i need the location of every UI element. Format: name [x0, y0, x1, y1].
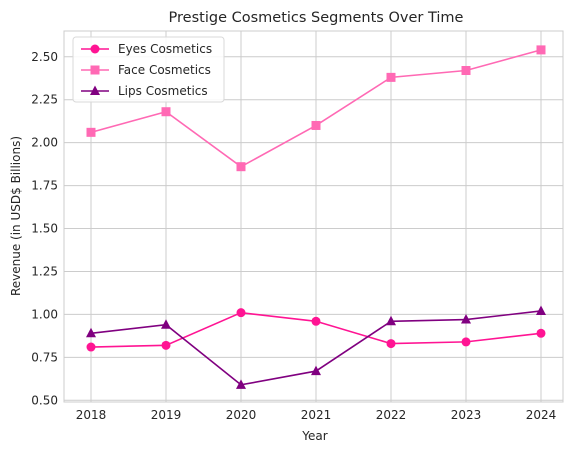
data-point-eyes-cosmetics [86, 342, 96, 352]
data-point-lips-cosmetics [386, 315, 396, 326]
y-tick-label: 0.50 [31, 393, 58, 407]
data-point-lips-cosmetics [236, 379, 246, 389]
series-eyes-cosmetics [86, 308, 546, 352]
y-tick-label: 1.00 [31, 307, 58, 321]
data-point-lips-cosmetics [536, 305, 546, 315]
legend-label-lips-cosmetics: Lips Cosmetics [118, 84, 208, 98]
legend-marker-eyes-cosmetics [90, 44, 100, 54]
series-lips-cosmetics [86, 305, 546, 389]
data-point-eyes-cosmetics [461, 337, 471, 347]
y-axis-label: Revenue (in USD$ Billions) [9, 136, 23, 296]
data-point-face-cosmetics [536, 45, 546, 55]
y-tick-label: 1.25 [31, 264, 58, 278]
x-tick-label: 2018 [76, 408, 107, 422]
data-point-face-cosmetics [461, 66, 471, 76]
data-point-face-cosmetics [311, 120, 321, 130]
plot-frame [63, 30, 564, 403]
x-tick-label: 2019 [151, 408, 182, 422]
y-tick-label: 2.25 [31, 93, 58, 107]
y-tick-label: 0.75 [31, 350, 58, 364]
data-point-lips-cosmetics [86, 327, 96, 338]
data-point-eyes-cosmetics [311, 316, 321, 326]
data-point-eyes-cosmetics [236, 308, 246, 318]
x-axis-label: Year [301, 429, 327, 443]
y-tick-label: 1.75 [31, 179, 58, 193]
y-tick-label: 1.50 [31, 222, 58, 236]
data-point-lips-cosmetics [161, 319, 171, 329]
legend-label-face-cosmetics: Face Cosmetics [118, 63, 211, 77]
data-point-face-cosmetics [386, 72, 396, 82]
series-face-cosmetics [86, 45, 546, 172]
legend-marker-lips-cosmetics [90, 85, 100, 95]
x-tick-label: 2024 [526, 408, 557, 422]
data-point-eyes-cosmetics [536, 328, 546, 338]
data-point-lips-cosmetics [461, 314, 471, 324]
data-point-face-cosmetics [161, 107, 171, 117]
y-tick-label: 2.00 [31, 136, 58, 150]
data-point-face-cosmetics [236, 162, 246, 172]
y-tick-label: 2.50 [31, 50, 58, 64]
data-point-eyes-cosmetics [161, 340, 171, 350]
data-point-face-cosmetics [86, 127, 96, 137]
x-tick-label: 2020 [226, 408, 257, 422]
legend-box [72, 36, 225, 103]
legend-label-eyes-cosmetics: Eyes Cosmetics [118, 42, 212, 56]
x-tick-label: 2023 [451, 408, 482, 422]
chart-title: Prestige Cosmetics Segments Over Time [169, 10, 464, 26]
data-point-lips-cosmetics [311, 365, 321, 376]
data-point-eyes-cosmetics [386, 339, 396, 349]
legend-marker-face-cosmetics [90, 65, 100, 75]
legend: Eyes Cosmetics Face Cosmetics Lips Cosmeti… [72, 36, 225, 103]
x-tick-label: 2022 [376, 408, 407, 422]
x-tick-label: 2021 [301, 408, 332, 422]
